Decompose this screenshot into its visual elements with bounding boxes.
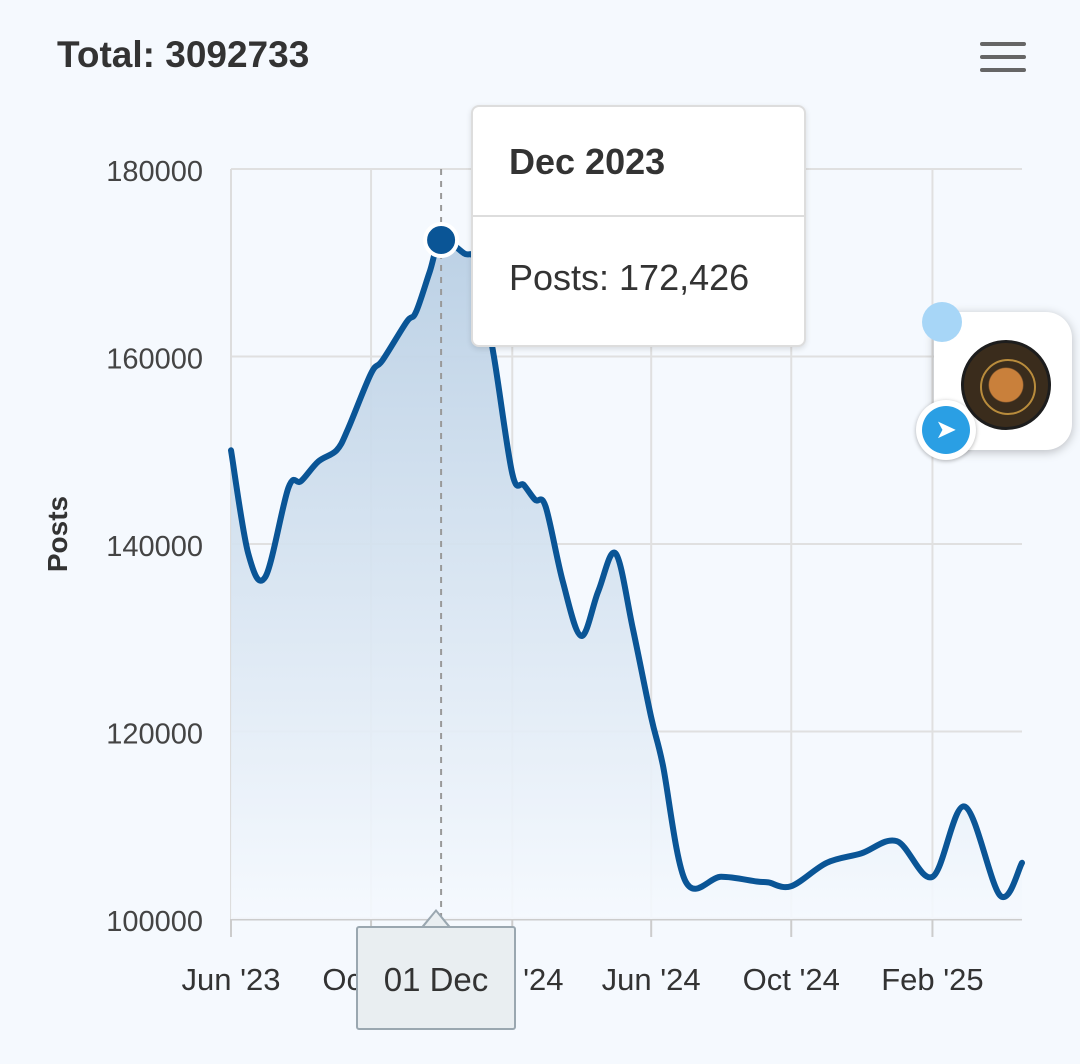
- chart-tooltip: Dec 2023 Posts: 172,426: [471, 105, 806, 347]
- tooltip-value: Posts: 172,426: [509, 257, 750, 298]
- y-tick-label: 180000: [106, 156, 203, 188]
- chart-total-title: Total: 3092733: [57, 34, 310, 75]
- menu-icon[interactable]: [980, 40, 1026, 74]
- x-tick-label: Oct '24: [743, 962, 840, 997]
- series-area: [231, 239, 1022, 920]
- x-tick-label: Feb '25: [881, 962, 983, 997]
- y-tick-label: 160000: [106, 344, 203, 376]
- telegram-icon: ➤: [916, 400, 976, 460]
- y-tick-label: 100000: [106, 906, 203, 938]
- crosshair-date-label: 01 Dec: [356, 926, 516, 1030]
- y-tick-label: 140000: [106, 531, 203, 563]
- tooltip-title: Dec 2023: [509, 141, 666, 182]
- x-tick-label: Jun '23: [182, 962, 281, 997]
- bubble-dot: [922, 302, 962, 342]
- crosshair-caret-fill: [423, 912, 449, 928]
- tooltip-divider: [473, 215, 804, 217]
- highlighted-point[interactable]: [423, 222, 460, 259]
- y-axis-title: Posts: [42, 496, 73, 572]
- series-line: [228, 236, 1025, 901]
- floating-app-bubble[interactable]: ➤: [916, 302, 1072, 460]
- app-logo-icon: [961, 340, 1051, 430]
- y-tick-label: 120000: [106, 719, 203, 751]
- x-tick-label: Jun '24: [602, 962, 701, 997]
